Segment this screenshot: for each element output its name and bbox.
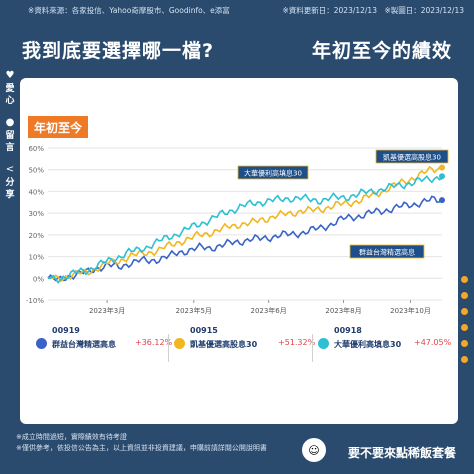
x-tick-label: 2023年3月 — [89, 306, 125, 315]
annotation-box — [375, 149, 449, 164]
series-line-00919 — [47, 195, 443, 282]
legend-dot — [36, 338, 47, 349]
brand-name: 要不要來點稀飯套餐 — [347, 446, 456, 460]
legend-00915: 00915 凱基優選高股息30 +51.32% — [172, 314, 315, 374]
x-tick-label: 2023年8月 — [325, 306, 361, 315]
update-dates: ※資料更新日：2023/12/13 ※製圖日：2023/12/13 — [282, 6, 464, 15]
performance-chart: 60% 50% 40% 30% 20% 10% 0% -10% 2023年3月 2023年5月 20… — [26, 145, 449, 315]
decor-dot — [461, 356, 468, 363]
annotation-label: 大華優利高填息30 — [244, 169, 302, 178]
series-end-point-00918 — [439, 173, 445, 180]
decor-dot — [461, 340, 468, 347]
decor-dot — [461, 292, 468, 299]
series-line-00915 — [47, 165, 443, 283]
heart-icon: ♥ — [5, 70, 15, 81]
data-source: ※資料來源：各家投信、Yahoo奇摩股市、Goodinfo、e添富 — [28, 6, 230, 15]
decor-dot — [461, 308, 468, 315]
page-subtitle: 年初至今的績效 — [311, 40, 452, 62]
legend-divider — [312, 334, 313, 362]
x-tick-label: 2023年10月 — [390, 306, 431, 315]
meta-bar: ※資料來源：各家投信、Yahoo奇摩股市、Goodinfo、e添富 ※資料更新日… — [28, 5, 464, 19]
decor-dot — [461, 276, 468, 283]
y-tick-label: 10% — [28, 254, 44, 262]
legend-dot — [174, 338, 185, 349]
x-tick-label: 2023年5月 — [176, 306, 212, 315]
annotation-label: 凱基優選高股息30 — [383, 153, 441, 162]
legend-dot — [318, 338, 329, 349]
comment-button[interactable]: ● 留 言 — [5, 117, 15, 153]
series-end-point-00919 — [439, 197, 445, 204]
y-tick-label: -10% — [26, 297, 44, 305]
legend: 00919 群益台灣精選高息 +36.12% 00915 凱基優選高股息30 +… — [20, 314, 458, 374]
decor-dot — [461, 324, 468, 331]
legend-divider — [168, 334, 169, 362]
y-tick-label: 30% — [28, 210, 44, 218]
avatar: ☺ — [302, 438, 326, 462]
x-tick-label: 2023年6月 — [250, 306, 286, 315]
annotation-label: 群益台灣精選高息 — [359, 248, 415, 257]
legend-00919: 00919 群益台灣精選高息 +36.12% — [32, 314, 172, 374]
series-end-point-00915 — [439, 164, 445, 171]
chart-card: 年初至今 60% 50% 40% 30% 20% 10% 0% -10% 2023年3月 2023… — [20, 78, 458, 424]
legend-00918: 00918 大華優利高填息30 +47.05% — [316, 314, 456, 374]
y-tick-label: 20% — [28, 232, 44, 240]
y-tick-label: 60% — [28, 145, 44, 153]
y-tick-label: 0% — [33, 275, 44, 283]
ytd-badge: 年初至今 — [28, 116, 88, 138]
footnotes: ※成立時間過短，實際績效有待考證 ※僅供參考，依投信公告為主，以上資訊並非投資建… — [16, 433, 267, 452]
y-tick-label: 50% — [28, 167, 44, 175]
sidebar: ♥ 愛 心 ● 留 言 < 分 享 — [0, 70, 20, 211]
series-line-00918 — [47, 175, 443, 284]
page-title: 我到底要選擇哪一檔? — [22, 40, 215, 62]
comment-icon: ● — [5, 117, 15, 128]
y-tick-label: 40% — [28, 188, 44, 196]
share-button[interactable]: < 分 享 — [5, 164, 15, 200]
annotation-box — [349, 244, 425, 259]
like-button[interactable]: ♥ 愛 心 — [5, 70, 15, 106]
annotation-box — [237, 165, 309, 180]
share-icon: < — [5, 164, 15, 175]
